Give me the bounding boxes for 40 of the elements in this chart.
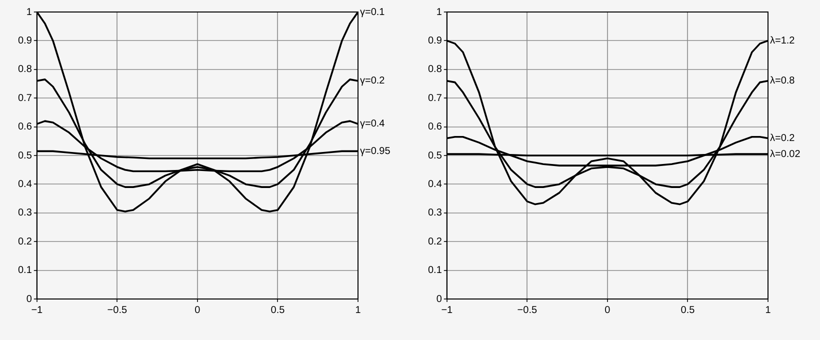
x-tick-label: 0.5 bbox=[270, 304, 286, 316]
y-tick-label: 0.2 bbox=[18, 236, 32, 248]
series-label: λ=1.2 bbox=[770, 35, 796, 46]
y-tick-label: 0.7 bbox=[18, 92, 32, 104]
y-tick-label: 0.5 bbox=[428, 150, 442, 162]
series-label: γ=0.4 bbox=[360, 118, 386, 130]
y-tick-label: 0.2 bbox=[428, 236, 442, 248]
y-tick-label: 0.8 bbox=[428, 64, 442, 76]
series-label: γ=0.1 bbox=[360, 6, 386, 18]
y-tick-label: 1 bbox=[436, 6, 442, 18]
y-tick-label: 0.7 bbox=[428, 92, 442, 104]
x-tick-label: 0.5 bbox=[680, 304, 696, 316]
x-tick-label: −0.5 bbox=[107, 304, 128, 316]
y-tick-label: 0.4 bbox=[428, 178, 442, 190]
x-tick-label: 0 bbox=[194, 304, 201, 316]
x-tick-label: −1 bbox=[31, 304, 44, 316]
y-tick-label: 0.9 bbox=[18, 35, 32, 46]
y-tick-label: 0.3 bbox=[18, 208, 32, 219]
x-tick-label: 1 bbox=[355, 304, 362, 316]
series-label: λ=0.8 bbox=[770, 76, 796, 87]
y-tick-label: 0.6 bbox=[428, 122, 442, 133]
y-tick-label: 0.9 bbox=[428, 35, 442, 46]
x-tick-label: −1 bbox=[441, 304, 454, 316]
series-label: λ=0.2 bbox=[770, 133, 796, 144]
x-tick-label: 1 bbox=[765, 304, 772, 316]
y-tick-label: 0.6 bbox=[18, 122, 32, 133]
y-tick-label: 0.1 bbox=[428, 265, 442, 276]
x-tick-label: −0.5 bbox=[517, 304, 538, 316]
y-tick-label: 0.3 bbox=[428, 208, 442, 219]
y-tick-label: 0 bbox=[26, 294, 32, 305]
y-tick-label: 0.8 bbox=[18, 64, 32, 76]
series-label: γ=0.2 bbox=[360, 76, 386, 87]
y-tick-label: 1 bbox=[26, 6, 32, 18]
series-label: γ=0.95 bbox=[360, 146, 391, 157]
y-tick-label: 0.5 bbox=[18, 150, 32, 162]
x-tick-label: 0 bbox=[604, 304, 611, 316]
y-tick-label: 0.4 bbox=[18, 178, 32, 190]
y-tick-label: 0.1 bbox=[18, 265, 32, 276]
series-label: λ=0.02 bbox=[770, 148, 801, 160]
y-tick-label: 0 bbox=[436, 294, 442, 305]
